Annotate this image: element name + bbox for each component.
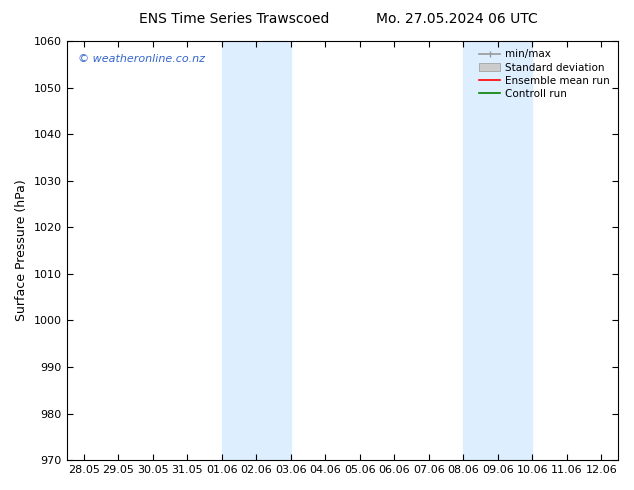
Legend: min/max, Standard deviation, Ensemble mean run, Controll run: min/max, Standard deviation, Ensemble me…	[476, 46, 613, 102]
Bar	[222, 41, 291, 460]
Text: ENS Time Series Trawscoed: ENS Time Series Trawscoed	[139, 12, 330, 26]
Text: © weatheronline.co.nz: © weatheronline.co.nz	[77, 53, 205, 64]
Bar	[463, 41, 532, 460]
Y-axis label: Surface Pressure (hPa): Surface Pressure (hPa)	[15, 180, 28, 321]
Text: Mo. 27.05.2024 06 UTC: Mo. 27.05.2024 06 UTC	[375, 12, 538, 26]
